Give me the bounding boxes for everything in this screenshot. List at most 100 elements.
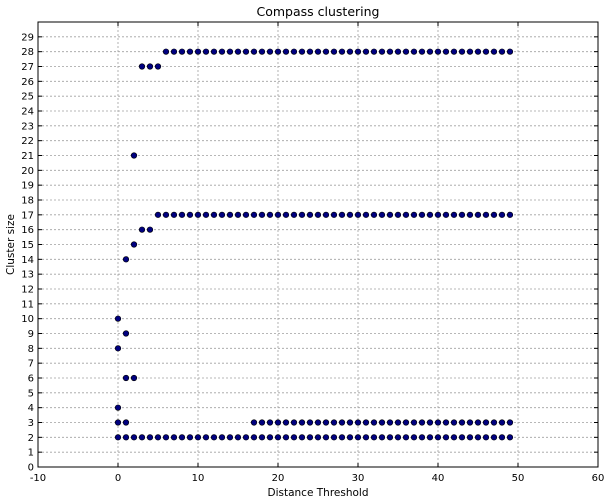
data-point	[322, 48, 330, 55]
data-point	[154, 211, 162, 218]
data-point	[234, 48, 242, 55]
data-point	[394, 211, 402, 218]
data-point	[322, 419, 330, 426]
data-point	[442, 419, 450, 426]
y-tick-label: 24	[21, 107, 34, 118]
data-point	[226, 48, 234, 55]
data-point	[474, 434, 482, 441]
data-point	[210, 211, 218, 218]
data-point	[362, 48, 370, 55]
x-tick-label: 0	[115, 473, 121, 484]
data-point	[178, 434, 186, 441]
data-point	[338, 211, 346, 218]
data-point	[114, 419, 122, 426]
data-point	[322, 434, 330, 441]
y-tick-label: 23	[21, 121, 34, 132]
data-point	[290, 419, 298, 426]
data-point	[490, 434, 498, 441]
data-point	[138, 63, 146, 70]
data-point	[258, 419, 266, 426]
data-point	[114, 345, 122, 352]
data-point	[498, 434, 506, 441]
data-point	[298, 211, 306, 218]
data-point	[282, 434, 290, 441]
x-tick-label: 60	[592, 473, 605, 484]
data-point	[490, 211, 498, 218]
data-point	[218, 434, 226, 441]
y-tick-label: 12	[21, 285, 34, 296]
data-point	[290, 434, 298, 441]
data-point	[210, 48, 218, 55]
y-tick-label: 8	[28, 344, 34, 355]
data-point	[490, 48, 498, 55]
data-point	[242, 434, 250, 441]
data-point	[170, 48, 178, 55]
data-point	[426, 434, 434, 441]
data-point	[434, 434, 442, 441]
y-tick-label: 18	[21, 196, 34, 207]
data-point	[474, 419, 482, 426]
y-axis-label: Cluster size	[5, 214, 17, 275]
x-tick-label: 40	[432, 473, 445, 484]
data-point	[418, 48, 426, 55]
data-point	[178, 211, 186, 218]
x-tick-label: -10	[30, 473, 46, 484]
data-point	[434, 419, 442, 426]
data-point	[410, 211, 418, 218]
data-point	[266, 48, 274, 55]
data-point	[450, 48, 458, 55]
data-point	[306, 211, 314, 218]
data-point	[362, 211, 370, 218]
data-point	[498, 48, 506, 55]
y-tick-label: 1	[28, 448, 34, 459]
data-point	[442, 48, 450, 55]
data-point	[418, 434, 426, 441]
data-point	[122, 374, 130, 382]
data-point	[346, 419, 354, 426]
data-point	[394, 48, 402, 55]
data-point	[482, 419, 490, 426]
y-tick-label: 5	[28, 388, 34, 399]
y-tick-label: 20	[21, 166, 34, 177]
data-point	[394, 434, 402, 441]
data-point	[498, 211, 506, 218]
data-point	[474, 48, 482, 55]
data-point	[266, 434, 274, 441]
chart-title: Compass clustering	[257, 4, 380, 19]
data-point	[506, 211, 514, 218]
data-point	[442, 434, 450, 441]
y-tick-label: 15	[21, 240, 34, 251]
data-point	[306, 48, 314, 55]
data-point	[346, 48, 354, 55]
data-point	[226, 434, 234, 441]
data-point	[186, 434, 194, 441]
data-point	[450, 434, 458, 441]
y-tick-label: 21	[21, 151, 34, 162]
data-point	[330, 434, 338, 441]
data-point	[506, 434, 514, 441]
data-points	[114, 48, 514, 441]
data-point	[386, 211, 394, 218]
data-point	[122, 419, 130, 426]
data-point	[458, 434, 466, 441]
data-point	[218, 211, 226, 218]
y-tick-label: 26	[21, 77, 34, 88]
data-point	[418, 211, 426, 218]
data-point	[130, 434, 138, 441]
data-point	[130, 374, 138, 382]
y-tick-label: 29	[21, 32, 34, 43]
data-point	[202, 211, 210, 218]
data-point	[378, 419, 386, 426]
data-point	[202, 434, 210, 441]
data-point	[346, 211, 354, 218]
y-tick-label: 4	[28, 403, 34, 414]
data-point	[282, 419, 290, 426]
data-point	[274, 434, 282, 441]
data-point	[274, 48, 282, 55]
data-point	[346, 434, 354, 441]
data-point	[442, 211, 450, 218]
data-point	[290, 211, 298, 218]
data-point	[482, 211, 490, 218]
y-tick-label: 27	[21, 62, 34, 73]
data-point	[250, 419, 258, 426]
